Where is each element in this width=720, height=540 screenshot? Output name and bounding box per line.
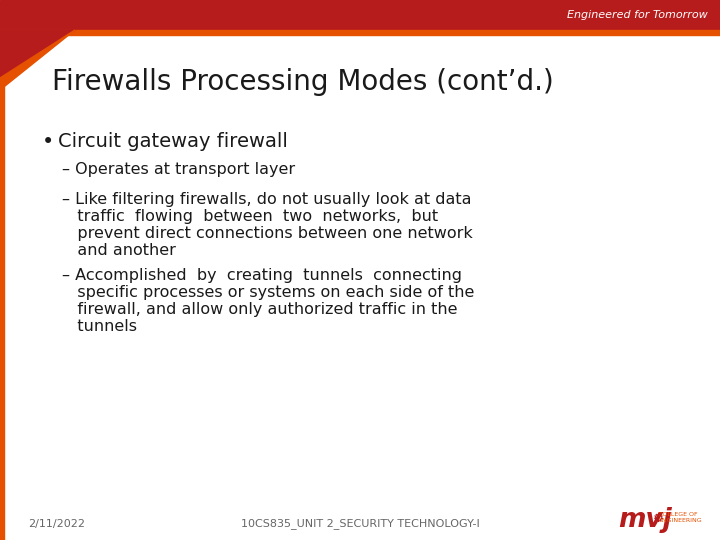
Text: 2/11/2022: 2/11/2022 bbox=[28, 519, 85, 529]
Text: prevent direct connections between one network: prevent direct connections between one n… bbox=[62, 226, 473, 241]
Text: Circuit gateway firewall: Circuit gateway firewall bbox=[58, 132, 288, 151]
Text: 10CS835_UNIT 2_SECURITY TECHNOLOGY-I: 10CS835_UNIT 2_SECURITY TECHNOLOGY-I bbox=[240, 518, 480, 529]
Text: •: • bbox=[42, 132, 54, 152]
Text: specific processes or systems on each side of the: specific processes or systems on each si… bbox=[62, 285, 474, 300]
Polygon shape bbox=[0, 30, 75, 90]
Bar bbox=[0, 30, 720, 35]
Text: firewall, and allow only authorized traffic in the: firewall, and allow only authorized traf… bbox=[62, 302, 457, 317]
Text: tunnels: tunnels bbox=[62, 319, 137, 334]
Text: – Accomplished  by  creating  tunnels  connecting: – Accomplished by creating tunnels conne… bbox=[62, 268, 462, 283]
Text: ⚙: ⚙ bbox=[653, 511, 665, 524]
Bar bbox=[0, 35, 4, 540]
Text: traffic  flowing  between  two  networks,  but: traffic flowing between two networks, bu… bbox=[62, 209, 438, 224]
Text: Engineered for Tomorrow: Engineered for Tomorrow bbox=[567, 10, 708, 20]
Text: – Like filtering firewalls, do not usually look at data: – Like filtering firewalls, do not usual… bbox=[62, 192, 472, 207]
Text: ENGINEERING: ENGINEERING bbox=[658, 518, 701, 523]
Text: and another: and another bbox=[62, 243, 176, 258]
Text: – Operates at transport layer: – Operates at transport layer bbox=[62, 162, 295, 177]
Text: COLLEGE OF: COLLEGE OF bbox=[658, 512, 698, 517]
Bar bbox=[0, 0, 720, 30]
Polygon shape bbox=[0, 30, 75, 78]
Text: Firewalls Processing Modes (cont’d.): Firewalls Processing Modes (cont’d.) bbox=[52, 68, 554, 96]
Text: mvj: mvj bbox=[618, 507, 672, 533]
